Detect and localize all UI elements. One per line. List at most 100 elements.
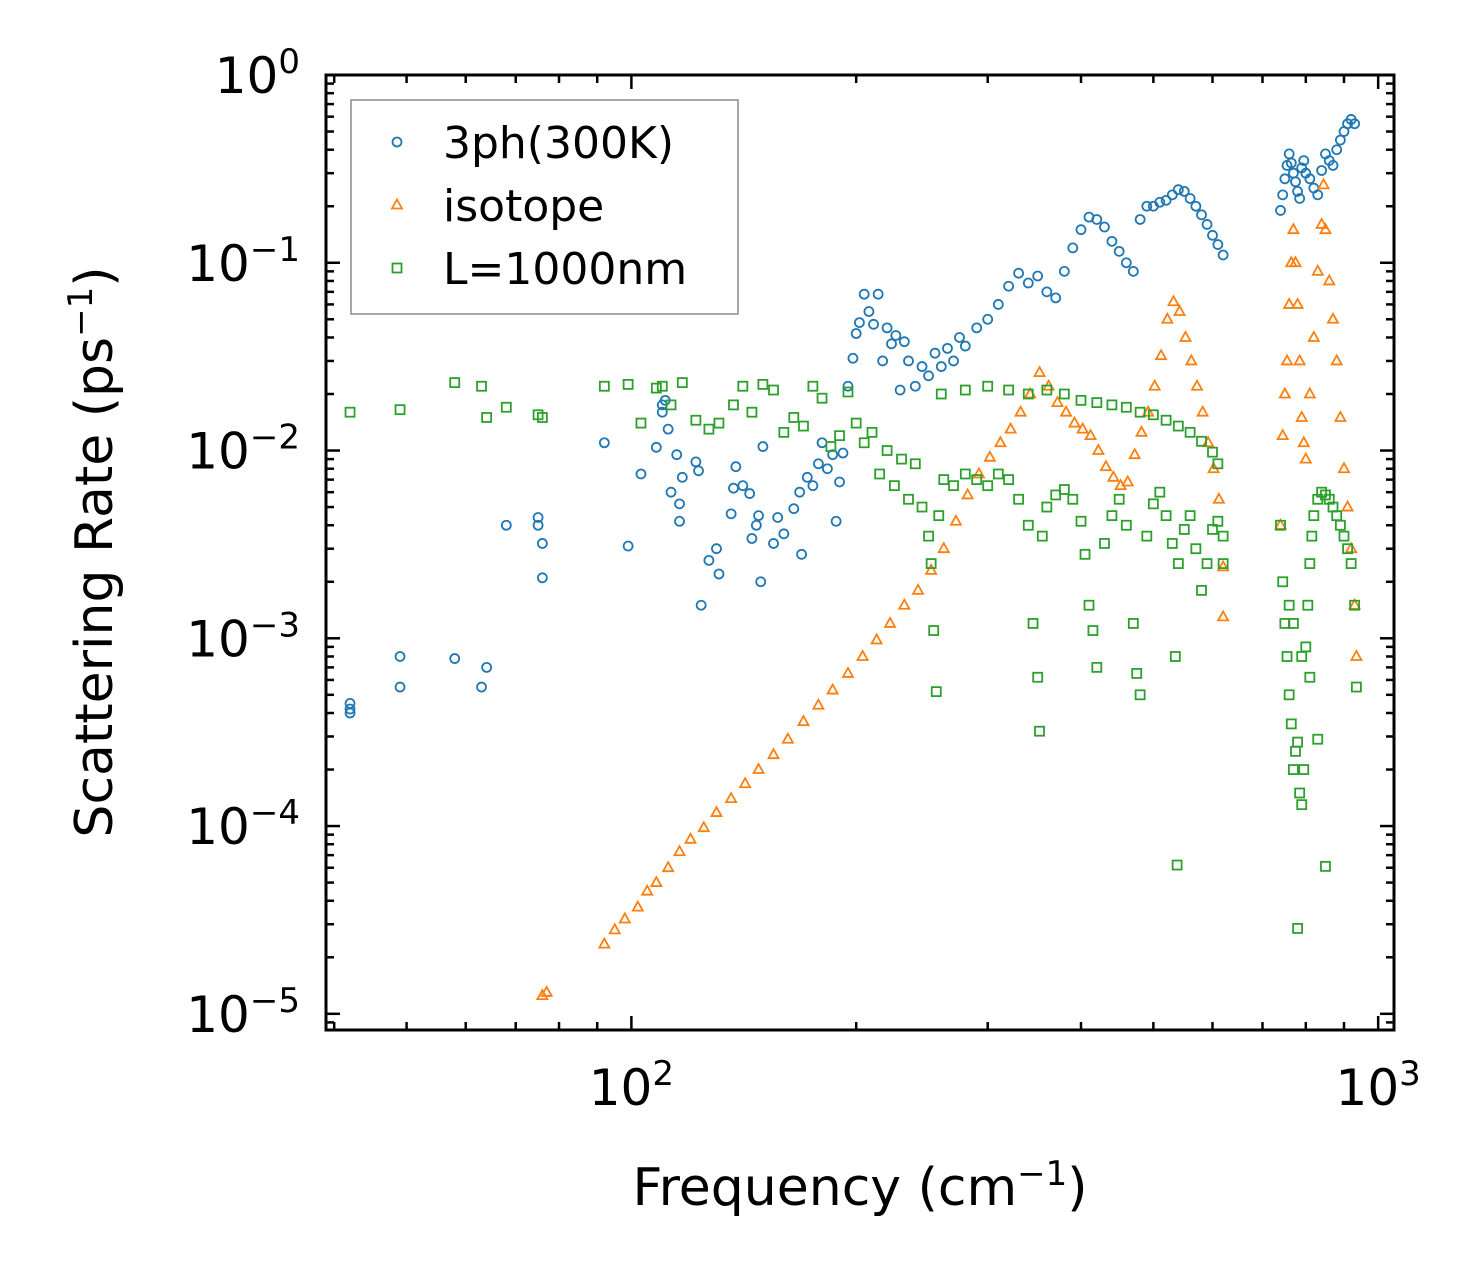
data-point (1172, 558, 1184, 569)
data-point (683, 831, 698, 844)
data-point (746, 533, 758, 544)
data-point (1350, 681, 1362, 693)
data-point (1327, 160, 1339, 171)
data-point (1033, 365, 1047, 378)
data-point (1067, 493, 1079, 505)
data-point (834, 430, 845, 442)
data-point (344, 406, 356, 418)
data-point (1013, 493, 1025, 505)
data-point (959, 384, 971, 396)
data-point (676, 377, 688, 389)
x-tick-exp: 3 (1399, 1054, 1421, 1094)
data-point (842, 386, 854, 398)
data-point (713, 417, 725, 429)
data-point (924, 563, 938, 575)
y-tick-label: 10−5 (186, 981, 300, 1044)
y-tick-label: 10−4 (186, 793, 300, 856)
data-point (1131, 668, 1143, 679)
data-point (1148, 378, 1162, 391)
data-point (1099, 538, 1110, 549)
data-point (693, 465, 704, 477)
data-point (1297, 435, 1311, 448)
data-point (728, 482, 739, 494)
data-point (1212, 515, 1224, 527)
data-point (1286, 222, 1300, 235)
data-point (1304, 173, 1316, 185)
data-point (1292, 185, 1303, 197)
data-point (1322, 273, 1336, 286)
data-point (1344, 541, 1358, 554)
data-point (1298, 155, 1310, 167)
data-point (1067, 242, 1079, 254)
data-point (598, 437, 610, 449)
data-point (1275, 205, 1286, 216)
data-point (1041, 384, 1053, 396)
data-point (1178, 185, 1190, 197)
y-tick-base: 10 (186, 423, 250, 481)
data-point (788, 503, 800, 515)
data-point (1178, 330, 1192, 342)
data-point (1275, 519, 1286, 531)
data-point (982, 313, 994, 325)
data-point (640, 883, 654, 896)
data-point (1172, 420, 1184, 432)
data-point (1034, 725, 1045, 737)
data-point (1022, 519, 1034, 531)
data-point (1079, 548, 1091, 560)
data-point (772, 512, 784, 523)
data-point (1207, 446, 1218, 458)
data-point (1278, 386, 1292, 399)
data-point (837, 447, 849, 459)
data-point (1022, 388, 1034, 400)
data-point (730, 461, 742, 473)
data-point (618, 911, 632, 924)
data-point (635, 468, 647, 480)
data-point (1154, 348, 1168, 361)
legend-marker (391, 262, 403, 274)
data-point (540, 985, 554, 997)
y-tick-exp: −2 (250, 418, 300, 458)
data-point (1120, 401, 1132, 413)
data-point (690, 414, 702, 426)
data-point (909, 380, 921, 392)
data-point (394, 404, 406, 416)
data-point (738, 776, 752, 789)
data-point (1196, 435, 1207, 447)
data-point (1306, 530, 1318, 542)
data-point (1166, 538, 1178, 549)
data-point (753, 510, 764, 522)
legend-item: L=1000nm (391, 244, 687, 295)
data-point (1160, 194, 1172, 206)
data-point (1141, 530, 1153, 542)
legend-marker (390, 197, 404, 210)
data-point (903, 355, 914, 367)
data-point (935, 388, 947, 400)
data-point (1349, 118, 1361, 130)
data-point (794, 486, 806, 498)
data-point (728, 399, 739, 411)
data-point (1341, 499, 1355, 512)
data-point (650, 441, 662, 453)
data-point (982, 480, 994, 492)
data-point (674, 515, 685, 527)
data-point (1216, 559, 1230, 572)
data-point (649, 875, 663, 887)
data-point (1178, 524, 1190, 535)
y-tick-exp: −4 (250, 793, 300, 833)
data-point (1099, 459, 1113, 472)
data-point (598, 380, 610, 392)
data-point (1134, 214, 1146, 225)
data-point (925, 558, 937, 569)
plot-frame (324, 73, 1396, 1032)
data-point (1091, 214, 1103, 225)
data-point (1292, 736, 1303, 748)
data-point (911, 583, 925, 595)
data-point (711, 543, 722, 555)
data-point (1134, 406, 1146, 418)
data-point (500, 519, 512, 531)
data-point (1273, 517, 1288, 530)
data-point (1217, 558, 1229, 569)
data-point (1134, 689, 1146, 701)
data-point (1003, 280, 1015, 292)
